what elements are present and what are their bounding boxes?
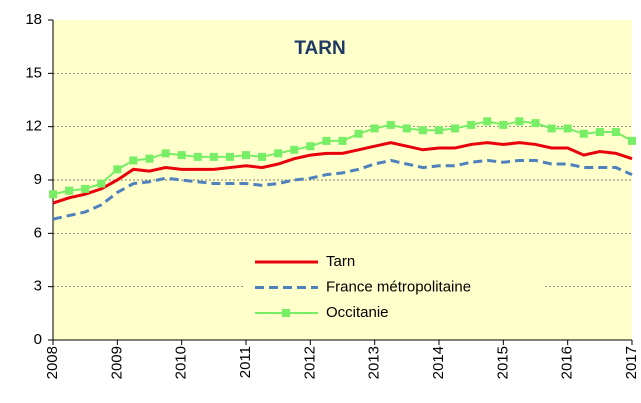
marker <box>451 124 460 133</box>
marker <box>161 149 170 158</box>
legend-marker <box>282 309 290 317</box>
marker <box>129 156 138 165</box>
marker <box>628 136 636 145</box>
x-tick-label: 2009 <box>108 346 125 379</box>
marker <box>354 129 363 138</box>
legend-label: France métropolitaine <box>326 278 471 295</box>
marker <box>547 124 556 133</box>
x-tick-label: 2012 <box>301 346 318 379</box>
x-tick-label: 2010 <box>173 346 190 379</box>
marker <box>113 165 122 174</box>
marker <box>65 186 74 195</box>
x-tick-label: 2016 <box>559 346 576 379</box>
x-tick-label: 2015 <box>494 346 511 379</box>
marker <box>418 126 427 135</box>
marker <box>290 145 299 154</box>
x-tick-label: 2017 <box>623 346 640 379</box>
marker <box>467 120 476 129</box>
marker <box>322 136 331 145</box>
marker <box>499 120 508 129</box>
y-tick-label: 3 <box>34 278 42 295</box>
series-line <box>52 158 633 221</box>
marker <box>563 124 572 133</box>
marker <box>274 149 283 158</box>
legend-label: Occitanie <box>326 304 389 321</box>
marker <box>49 190 57 199</box>
marker <box>97 179 106 188</box>
marker <box>483 117 492 126</box>
marker <box>515 117 524 126</box>
marker <box>258 152 267 161</box>
marker <box>386 120 395 129</box>
marker <box>177 151 186 160</box>
chart-title: TARN <box>294 38 345 59</box>
marker <box>193 152 202 161</box>
y-tick-label: 12 <box>25 118 42 135</box>
marker <box>435 126 443 135</box>
x-tick-label: 2013 <box>366 346 383 379</box>
marker <box>209 152 218 161</box>
marker <box>225 152 234 161</box>
marker <box>242 151 250 160</box>
marker <box>81 184 90 193</box>
marker <box>595 128 604 136</box>
x-tick-label: 2011 <box>237 346 254 378</box>
y-tick-label: 6 <box>34 224 42 241</box>
series-line <box>52 141 633 205</box>
y-tick-label: 0 <box>34 331 42 348</box>
marker <box>370 124 379 133</box>
marker <box>402 124 411 133</box>
marker <box>579 129 588 138</box>
y-tick-label: 9 <box>34 171 42 188</box>
x-tick-label: 2014 <box>430 346 447 379</box>
marker <box>306 142 315 151</box>
x-tick-label: 2008 <box>44 346 61 379</box>
marker <box>531 119 540 128</box>
legend-label: Tarn <box>326 253 355 270</box>
y-tick-label: 18 <box>25 11 42 28</box>
marker <box>338 136 347 145</box>
y-tick-label: 15 <box>25 64 42 81</box>
marker <box>611 128 620 136</box>
marker <box>145 154 154 163</box>
